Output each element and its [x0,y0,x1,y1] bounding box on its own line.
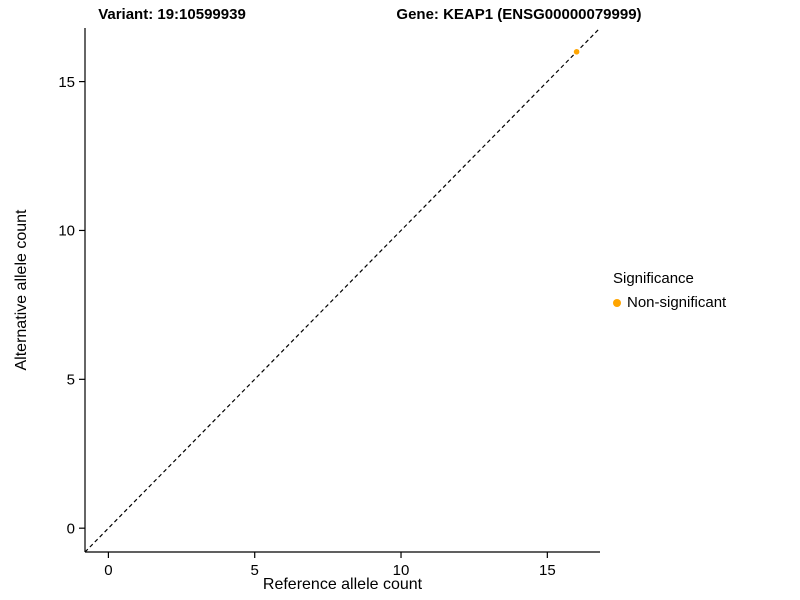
legend-point-icon [613,298,621,307]
x-tick-label: 10 [393,562,410,579]
data-point [573,49,580,55]
y-tick-label: 5 [67,372,75,389]
plot-title-variant: Variant: 19:10599939 [98,6,246,23]
x-tick-label: 0 [104,562,112,579]
y-tick-label: 0 [67,520,75,537]
plot-title-gene: Gene: KEAP1 (ENSG00000079999) [396,6,642,23]
y-tick-label: 15 [58,74,75,91]
legend-entry: Non-significant [613,294,726,311]
x-tick-label: 5 [251,562,259,579]
y-axis-label: Alternative allele count [13,209,30,371]
identity-line [84,27,601,553]
legend: Significance Non-significant [613,270,726,311]
x-axis-label: Reference allele count [262,576,423,593]
legend-title: Significance [613,270,694,287]
legend-entry-label: Non-significant [627,294,727,311]
x-tick-label: 15 [539,562,556,579]
y-tick-label: 10 [58,223,75,240]
